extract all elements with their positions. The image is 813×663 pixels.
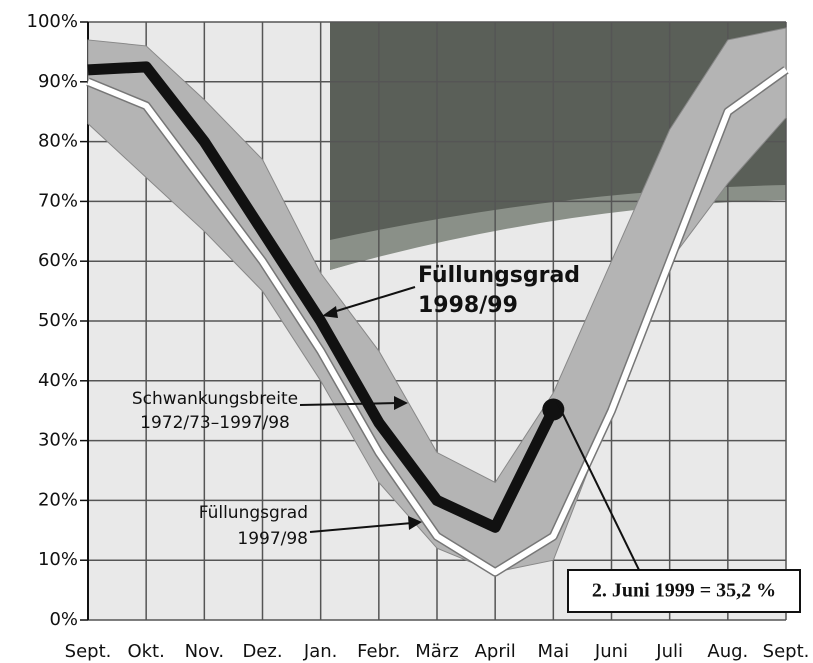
x-tick-label: Aug. <box>707 641 748 662</box>
x-tick-label: Febr. <box>357 641 400 662</box>
annotation: Füllungsgrad <box>199 503 308 523</box>
y-tick-label: 80% <box>38 131 78 152</box>
y-tick-label: 60% <box>38 250 78 271</box>
x-tick-label: Sept. <box>763 641 810 662</box>
x-tick-label: Jan. <box>303 641 337 662</box>
y-tick-label: 40% <box>38 370 78 391</box>
callout-text: 2. Juni 1999 = 35,2 % <box>592 580 776 602</box>
y-tick-label: 10% <box>38 549 78 570</box>
annotation: Schwankungsbreite <box>132 389 298 409</box>
x-tick-label: Nov. <box>185 641 224 662</box>
y-tick-label: 90% <box>38 71 78 92</box>
x-tick-label: Mai <box>538 641 570 662</box>
annotation: 1998/99 <box>418 293 518 318</box>
x-tick-label: März <box>415 641 458 662</box>
chart: 0% 10% 20% 30% 40% 50% 60% 70% 80% 90% 100% Sept. Ok… <box>0 0 813 663</box>
x-tick-label: Sept. <box>65 641 112 662</box>
y-tick-label: 0% <box>49 609 78 630</box>
x-tick-label: April <box>475 641 516 662</box>
y-tick-label: 30% <box>38 430 78 451</box>
x-tick-label: Juni <box>594 641 628 662</box>
x-tick-label: Juli <box>655 641 683 662</box>
y-tick-label: 50% <box>38 310 78 331</box>
annotation: 1972/73–1997/98 <box>140 413 290 433</box>
y-tick-label: 70% <box>38 190 78 211</box>
x-tick-label: Dez. <box>242 641 282 662</box>
y-tick-label: 20% <box>38 489 78 510</box>
y-tick-label: 100% <box>27 11 78 32</box>
annotation: 1997/98 <box>237 529 308 549</box>
annotation: Füllungsgrad <box>418 263 580 288</box>
x-tick-label: Okt. <box>127 641 164 662</box>
